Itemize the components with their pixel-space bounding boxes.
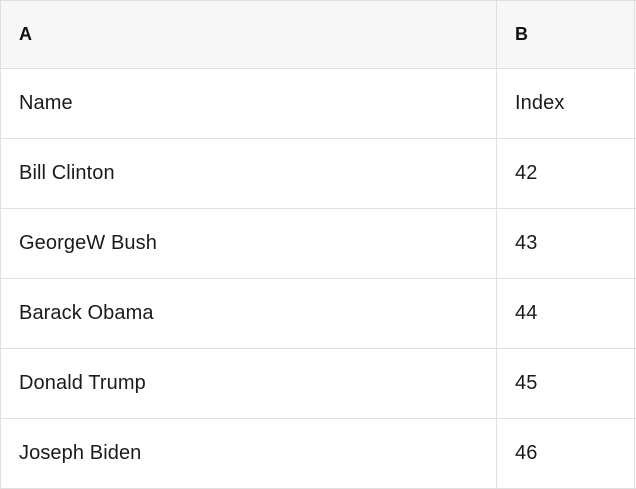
cell-a4[interactable]: Barack Obama (1, 279, 497, 348)
column-header-b[interactable]: B (497, 1, 635, 68)
cell-b6[interactable]: 46 (497, 419, 635, 488)
cell-a3[interactable]: GeorgeW Bush (1, 209, 497, 278)
cell-b4[interactable]: 44 (497, 279, 635, 348)
table-row: Donald Trump 45 (1, 349, 636, 419)
cell-a1[interactable]: Name (1, 69, 497, 138)
table-row: Name Index (1, 69, 636, 139)
cell-b1[interactable]: Index (497, 69, 635, 138)
cell-b2[interactable]: 42 (497, 139, 635, 208)
column-header-a[interactable]: A (1, 1, 497, 68)
table-row: GeorgeW Bush 43 (1, 209, 636, 279)
cell-a6[interactable]: Joseph Biden (1, 419, 497, 488)
cell-a5[interactable]: Donald Trump (1, 349, 497, 418)
table-row: Bill Clinton 42 (1, 139, 636, 209)
table-row: Joseph Biden 46 (1, 419, 636, 489)
cell-a2[interactable]: Bill Clinton (1, 139, 497, 208)
cell-b5[interactable]: 45 (497, 349, 635, 418)
cell-b3[interactable]: 43 (497, 209, 635, 278)
column-header-row: A B (1, 1, 636, 69)
table-row: Barack Obama 44 (1, 279, 636, 349)
